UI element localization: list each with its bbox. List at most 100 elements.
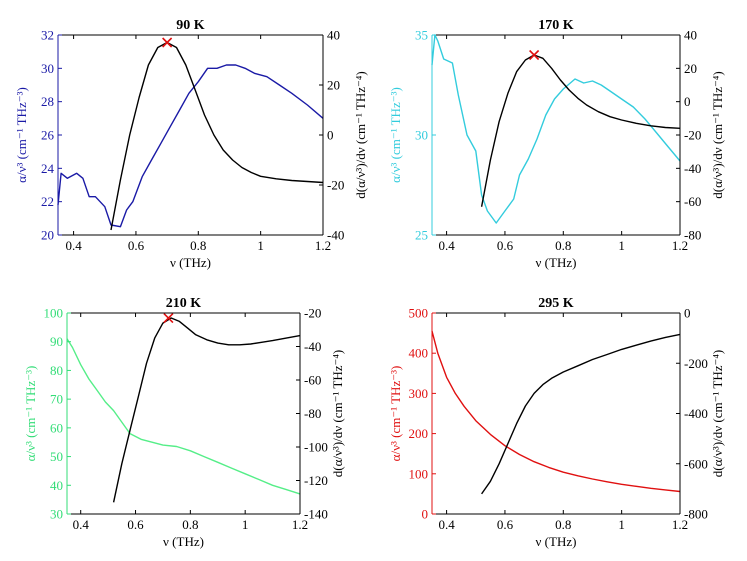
y-left-tick-label: 20 <box>41 228 54 243</box>
y-left-tick-label: 80 <box>50 363 63 378</box>
y-left-tick-label: 24 <box>41 161 55 176</box>
x-tick-label: 0.4 <box>73 517 90 532</box>
y-right-axis-label: d(α/ν³)/dν (cm⁻¹ THz⁻⁴) <box>330 350 345 477</box>
y-left-tick-label: 500 <box>409 306 429 321</box>
x-tick-label: 0.4 <box>438 517 455 532</box>
derivative-line <box>480 54 681 207</box>
y-right-tick-label: 20 <box>327 78 340 93</box>
derivative-line <box>110 41 324 231</box>
y-right-tick-label: 0 <box>684 306 691 321</box>
y-right-tick-label: -40 <box>684 161 701 176</box>
x-tick-label: 1.2 <box>672 238 688 253</box>
y-right-tick-label: 40 <box>327 28 340 43</box>
derivative-line <box>112 317 301 503</box>
y-left-tick-label: 30 <box>50 507 63 522</box>
y-left-axis-label: α/ν³ (cm⁻¹ THz⁻³) <box>388 366 403 462</box>
y-left-tick-label: 30 <box>415 128 428 143</box>
absorption-line <box>66 338 301 495</box>
y-right-axis-label: d(α/ν³)/dν (cm⁻¹ THz⁻⁴) <box>353 71 368 198</box>
y-right-tick-label: -600 <box>684 456 708 471</box>
absorption-line <box>431 330 681 493</box>
x-tick-label: 0.4 <box>65 238 82 253</box>
y-right-tick-label: -140 <box>304 507 328 522</box>
y-left-tick-label: 300 <box>409 386 429 401</box>
peak-marker <box>163 312 174 324</box>
y-right-tick-label: -60 <box>684 194 701 209</box>
x-tick-label: 0.8 <box>182 517 198 532</box>
y-right-tick-label: -200 <box>684 356 708 371</box>
chart-panel-2: 170 K 0.4 0.6 0.8 1 1.2 25 30 35 -80 -60 -40 -20 0 20 4… <box>388 18 725 270</box>
chart-title: 170 K <box>538 18 574 33</box>
y-right-tick-label: 40 <box>684 28 697 43</box>
y-left-tick-label: 60 <box>50 420 63 435</box>
x-tick-label: 1.2 <box>292 517 308 532</box>
peak-marker <box>162 37 173 48</box>
x-tick-label: 0.4 <box>438 238 455 253</box>
y-right-tick-label: 0 <box>684 94 691 109</box>
x-axis-label: ν (THz) <box>170 255 211 270</box>
chart-panel-1: 90 K 0.4 0.6 0.8 1 1.2 20 22 24 26 28 30 32 -40 -20 0 20… <box>14 18 368 270</box>
x-tick-label: 1 <box>257 238 264 253</box>
chart-title: 295 K <box>538 296 574 311</box>
chart-title: 90 K <box>176 18 205 33</box>
y-right-tick-label: -40 <box>304 339 321 354</box>
y-right-tick-label: -60 <box>304 373 321 388</box>
y-left-tick-label: 40 <box>50 478 63 493</box>
y-right-tick-label: 0 <box>327 128 334 143</box>
y-right-tick-label: -40 <box>327 228 344 243</box>
y-right-tick-label: 20 <box>684 61 697 76</box>
y-left-axis-label: α/ν³ (cm⁻¹ THz⁻³) <box>14 87 29 183</box>
y-left-tick-label: 50 <box>50 449 63 464</box>
y-right-tick-label: -80 <box>304 406 321 421</box>
x-tick-label: 1 <box>618 517 625 532</box>
y-left-tick-label: 400 <box>409 346 429 361</box>
y-left-tick-label: 32 <box>41 28 54 43</box>
y-right-axis-label: d(α/ν³)/dν (cm⁻¹ THz⁻⁴) <box>710 350 725 477</box>
y-left-tick-label: 70 <box>50 392 63 407</box>
absorption-line <box>431 34 681 224</box>
y-left-axis-label: α/ν³ (cm⁻¹ THz⁻³) <box>388 87 403 183</box>
chart-panel-4: 295 K 0.4 0.6 0.8 1 1.2 0 100 200 300 400 500 -800 -6… <box>388 296 725 549</box>
y-left-tick-label: 100 <box>409 466 429 481</box>
y-right-tick-label: -100 <box>304 440 328 455</box>
x-tick-label: 0.6 <box>497 238 514 253</box>
x-tick-label: 1.2 <box>315 238 331 253</box>
x-tick-label: 0.6 <box>497 517 514 532</box>
y-left-tick-label: 30 <box>41 61 54 76</box>
y-left-tick-label: 25 <box>415 228 428 243</box>
y-right-axis-label: d(α/ν³)/dν (cm⁻¹ THz⁻⁴) <box>710 71 725 198</box>
y-right-tick-label: -120 <box>304 473 328 488</box>
y-right-tick-label: -400 <box>684 406 708 421</box>
x-tick-label: 0.8 <box>555 238 571 253</box>
x-axis-label: ν (THz) <box>163 534 204 549</box>
y-right-tick-label: -20 <box>684 128 701 143</box>
y-right-tick-label: -20 <box>327 178 344 193</box>
y-left-tick-label: 26 <box>41 128 55 143</box>
x-tick-label: 1 <box>242 517 249 532</box>
x-tick-label: 0.6 <box>128 238 145 253</box>
y-right-tick-label: -800 <box>684 507 708 522</box>
y-left-tick-label: 35 <box>415 28 428 43</box>
x-tick-label: 0.8 <box>190 238 206 253</box>
chart-panel-3: 210 K 0.4 0.6 0.8 1 1.2 30 40 50 60 70 80 90 100 -140 -… <box>23 296 345 549</box>
y-right-tick-label: -20 <box>304 306 321 321</box>
y-left-tick-label: 28 <box>41 94 54 109</box>
derivative-line <box>481 333 681 495</box>
chart-title: 210 K <box>166 296 202 311</box>
absorption-line <box>57 64 324 228</box>
y-left-tick-label: 90 <box>50 334 63 349</box>
x-tick-label: 0.8 <box>555 517 571 532</box>
x-axis-label: ν (THz) <box>536 255 577 270</box>
x-tick-label: 0.6 <box>127 517 144 532</box>
y-left-tick-label: 0 <box>422 507 429 522</box>
x-tick-label: 1 <box>618 238 625 253</box>
y-right-tick-label: -80 <box>684 228 701 243</box>
x-tick-label: 1.2 <box>672 517 688 532</box>
y-left-tick-label: 100 <box>44 306 64 321</box>
y-left-tick-label: 200 <box>409 426 429 441</box>
peak-marker <box>529 49 540 61</box>
x-axis-label: ν (THz) <box>536 534 577 549</box>
y-left-tick-label: 22 <box>41 194 54 209</box>
y-left-axis-label: α/ν³ (cm⁻¹ THz⁻³) <box>23 366 38 462</box>
